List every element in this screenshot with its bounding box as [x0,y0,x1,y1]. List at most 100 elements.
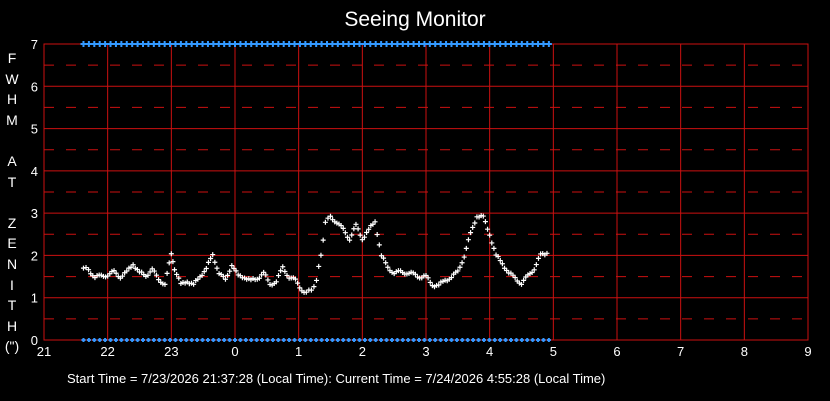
bottom-marker [233,338,237,342]
data-point [162,281,168,287]
bottom-marker [227,338,232,342]
data-point [459,260,465,266]
top-marker [280,41,287,47]
top-marker [415,41,422,47]
data-point [256,275,262,281]
top-marker [291,41,298,47]
x-tick-label: 1 [295,344,302,359]
x-tick-label: 9 [804,344,811,359]
data-point [166,260,172,266]
data-point [470,224,476,230]
data-point [261,269,267,275]
data-point [376,242,382,248]
data-point [145,272,151,278]
data-point [455,268,461,274]
top-marker [134,41,141,47]
top-marker [361,41,368,47]
top-marker [372,41,379,47]
bottom-marker [341,338,346,342]
y-label-letter: I [10,276,14,293]
bottom-marker [324,338,329,342]
data-point [313,277,319,283]
top-marker [232,41,238,47]
bottom-marker [238,338,243,342]
bottom-marker [427,338,432,342]
bottom-marker [433,338,438,342]
bottom-marker [92,338,97,342]
data-point [120,273,126,279]
bottom-marker [362,338,367,342]
data-point [124,268,130,274]
bottom-marker [357,338,362,342]
y-tick-label: 7 [31,37,38,52]
bottom-marker [487,338,492,342]
top-marker [313,41,320,47]
data-point [457,264,463,270]
data-point [448,275,454,281]
bottom-marker [292,338,297,342]
bottom-marker [406,338,411,342]
y-label-letter: W [5,70,19,87]
top-marker [129,41,136,47]
bottom-marker [97,338,102,342]
data-point [316,263,322,269]
data-point [297,285,303,291]
bottom-marker [498,338,503,342]
top-marker [410,41,417,47]
data-point [425,275,431,281]
data-point [472,220,478,226]
data-point [487,232,493,238]
bottom-marker [216,338,221,342]
top-marker [405,41,412,47]
top-marker [259,41,266,47]
top-marker [145,41,152,47]
x-tick-label: 5 [550,344,557,359]
top-marker [453,41,460,47]
data-point [151,268,157,274]
data-point [495,254,501,260]
top-marker [177,41,184,47]
bottom-marker [438,338,443,342]
bottom-marker [146,338,151,342]
data-point [521,277,527,283]
data-point [342,230,348,236]
x-tick-label: 6 [613,344,620,359]
data-point [153,272,159,278]
y-tick-label: 5 [31,122,38,137]
data-point [318,252,324,258]
data-point [170,259,176,265]
top-marker [491,41,498,47]
data-point [139,269,145,275]
data-point [176,275,182,281]
start-time: Start Time = 7/23/2026 21:37:28 (Local T… [67,371,332,386]
bottom-marker [422,338,427,342]
top-marker [269,41,276,47]
data-point [203,265,209,271]
data-point [512,275,518,281]
data-point [308,287,314,293]
y-tick-label: 0 [31,333,38,348]
top-marker [199,41,206,47]
top-marker [237,41,244,47]
bottom-marker [184,338,189,342]
bottom-marker [330,338,335,342]
top-marker [226,41,233,47]
data-point [412,271,418,277]
bottom-marker [141,338,146,342]
bottom-marker [276,338,281,342]
x-tick-label: 23 [164,344,178,359]
top-marker [286,41,293,47]
bottom-marker [124,338,129,342]
data-point [205,259,211,265]
top-marker [248,41,255,47]
bottom-marker [103,338,108,342]
data-point [164,270,170,276]
data-point [220,273,226,279]
top-marker [540,41,547,47]
bottom-marker [211,338,216,342]
data-point [463,245,469,251]
bottom-marker [503,338,508,342]
data-point [168,251,174,257]
y-tick-label: 4 [31,164,38,179]
bottom-marker [205,338,210,342]
